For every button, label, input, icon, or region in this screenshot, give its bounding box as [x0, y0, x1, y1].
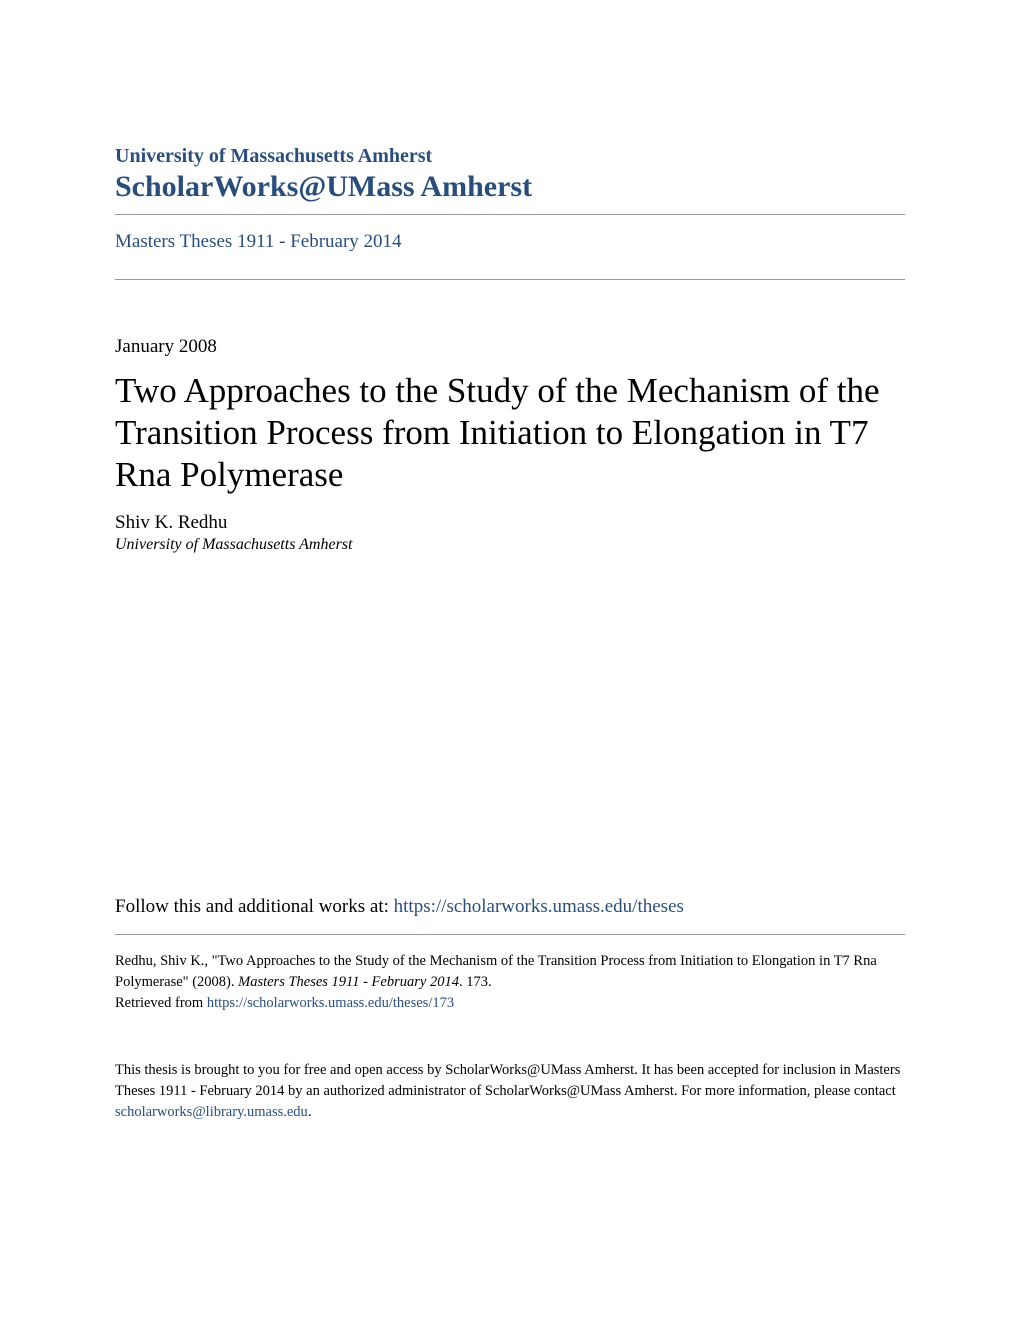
- footer-block: This thesis is brought to you for free a…: [115, 1060, 905, 1123]
- follow-prefix: Follow this and additional works at:: [115, 896, 394, 917]
- citation-text-1: Redhu, Shiv K., "Two Approaches to the S…: [115, 953, 877, 990]
- follow-block: Follow this and additional works at: htt…: [115, 896, 905, 935]
- follow-link[interactable]: https://scholarworks.umass.edu/theses: [394, 896, 684, 917]
- date-block: January 2008: [115, 336, 905, 358]
- repository-name[interactable]: ScholarWorks@UMass Amherst: [115, 170, 905, 204]
- university-name[interactable]: University of Massachusetts Amherst: [115, 145, 905, 168]
- citation-text-2: . 173.: [459, 974, 492, 990]
- footer-text: This thesis is brought to you for free a…: [115, 1062, 900, 1099]
- title-text: Two Approaches to the Study of the Mecha…: [115, 370, 905, 496]
- author-affiliation: University of Massachusetts Amherst: [115, 536, 905, 554]
- author-name: Shiv K. Redhu: [115, 512, 905, 534]
- page-container: University of Massachusetts Amherst Scho…: [0, 0, 1020, 1123]
- collection-link[interactable]: Masters Theses 1911 - February 2014: [115, 231, 402, 252]
- title-block: Two Approaches to the Study of the Mecha…: [115, 370, 905, 496]
- date-text: January 2008: [115, 336, 905, 358]
- citation-retrieved-label: Retrieved from: [115, 995, 207, 1011]
- header-block: University of Massachusetts Amherst Scho…: [115, 145, 905, 215]
- footer-period: .: [308, 1104, 312, 1120]
- citation-retrieved-link[interactable]: https://scholarworks.umass.edu/theses/17…: [207, 995, 454, 1011]
- author-block: Shiv K. Redhu University of Massachusett…: [115, 512, 905, 554]
- citation-block: Redhu, Shiv K., "Two Approaches to the S…: [115, 951, 905, 1014]
- citation-italic: Masters Theses 1911 - February 2014: [238, 974, 459, 990]
- collection-block: Masters Theses 1911 - February 2014: [115, 215, 905, 280]
- footer-contact-link[interactable]: scholarworks@library.umass.edu: [115, 1104, 308, 1120]
